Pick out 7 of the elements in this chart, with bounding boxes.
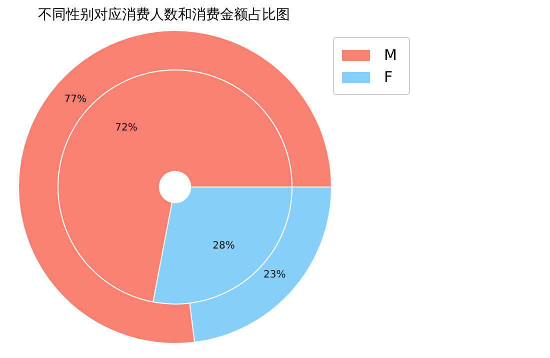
data-label: 23% [264, 269, 286, 280]
chart-title: 不同性别对应消费人数和消费金额占比图 [38, 6, 290, 24]
data-label: 28% [212, 240, 235, 252]
data-label: 72% [115, 122, 138, 134]
data-label: 77% [64, 94, 86, 105]
legend-label: M [384, 46, 397, 64]
legend-label: F [384, 68, 393, 86]
